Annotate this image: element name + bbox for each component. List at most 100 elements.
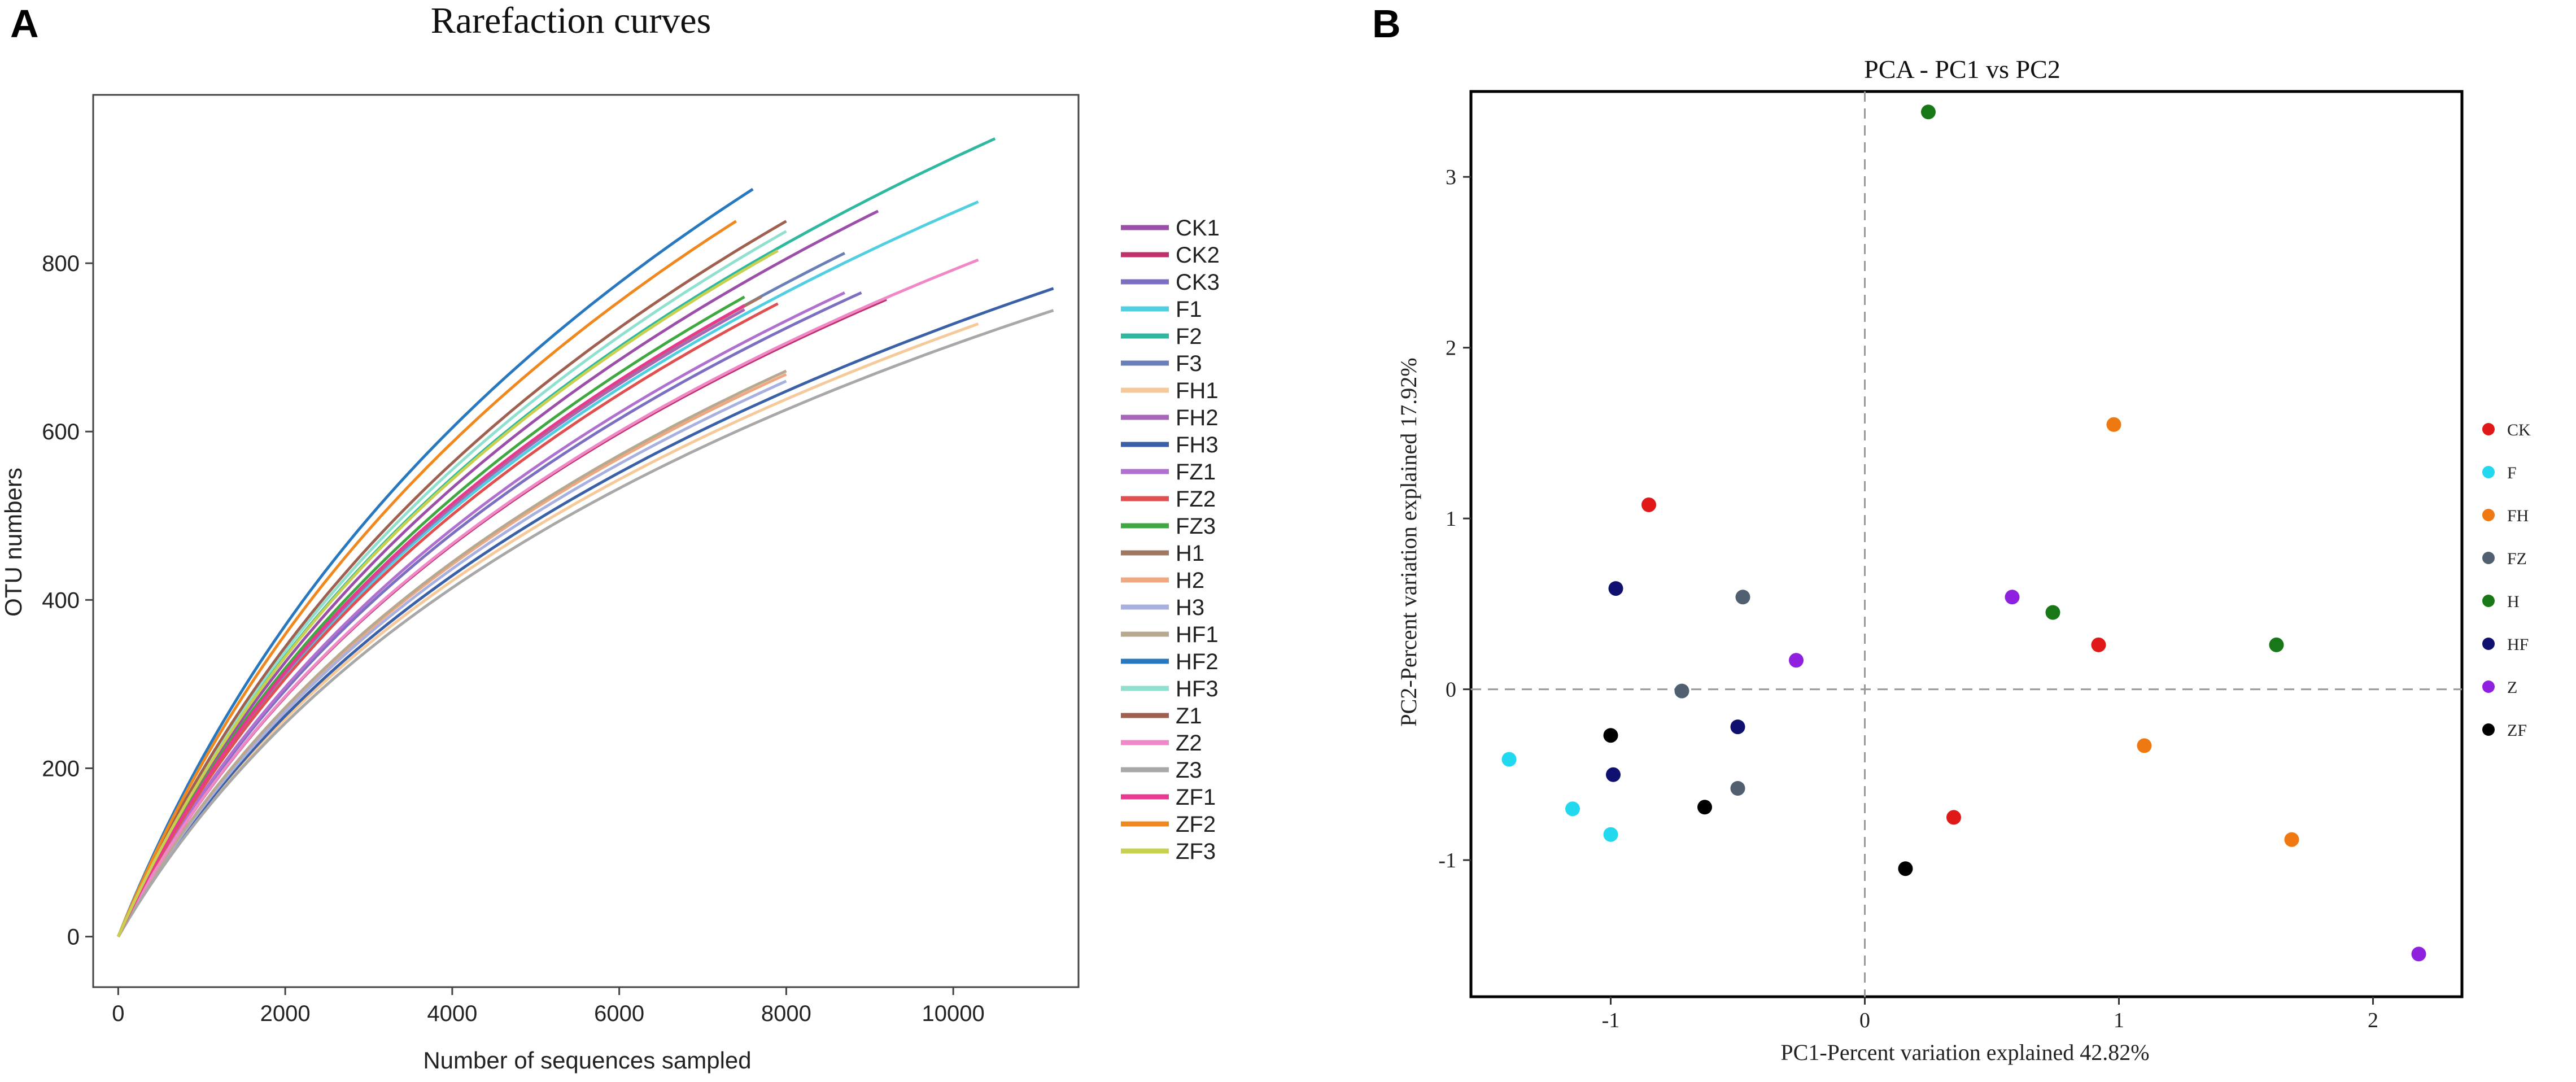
pca-legend-label-z: Z [2507,678,2517,697]
rarefaction-legend: CK1CK2CK3F1F2F3FH1FH2FH3FZ1FZ2FZ3H1H2H3H… [1121,216,1220,864]
legend-label-fh1: FH1 [1176,378,1219,403]
rarefaction-y-tick-label: 800 [42,251,80,276]
series-line-fz2 [117,302,779,937]
legend-label-ck2: CK2 [1176,243,1220,268]
pca-legend-label-h: H [2507,592,2520,611]
pca-legend-label-ck: CK [2507,421,2531,439]
pca-x-tick-label: 2 [2368,1009,2378,1032]
rarefaction-title: Rarefaction curves [431,0,711,41]
series-line-z3 [117,309,1054,937]
pca-legend-label-zf: ZF [2507,721,2527,740]
legend-label-hf2: HF2 [1176,649,1219,674]
legend-label-f2: F2 [1176,324,1202,349]
rarefaction-x-tick-label: 6000 [594,1001,644,1026]
rarefaction-y-tick-label: 0 [67,925,80,950]
pca-y-axis: -1 0 1 2 3 [1438,165,1471,872]
series-line-z2 [117,258,979,937]
series-line-f1 [117,200,979,937]
pca-point-zf [1697,800,1712,815]
series-line-zf2 [117,220,737,937]
pca-legend-marker-h [2482,595,2495,607]
series-line-f2 [117,137,996,937]
pca-point-f [1565,801,1580,817]
pca-points [1501,104,2426,962]
legend-label-fh2: FH2 [1176,405,1219,430]
pca-point-hf [1608,581,1623,596]
pca-plot-frame [1469,90,2464,998]
pca-point-f [1603,827,1618,842]
pca-x-tick-label: 1 [2114,1009,2124,1032]
series-line-h2 [117,373,787,937]
pca-x-axis: -1 0 1 2 [1602,997,2378,1032]
pca-point-fh [2137,738,2152,753]
legend-label-ck3: CK3 [1176,270,1220,295]
legend-label-f1: F1 [1176,297,1202,322]
pca-point-fz [1735,590,1750,605]
series-line-zf1 [117,304,745,937]
series-line-ck1 [117,210,879,937]
legend-label-z2: Z2 [1176,731,1202,756]
rarefaction-x-axis: 0 2000 4000 6000 8000 10000 [112,987,985,1026]
legend-label-fz2: FZ2 [1176,487,1216,512]
pca-legend-marker-zf [2482,723,2495,736]
pca-x-tick-label: -1 [1602,1009,1620,1032]
legend-label-h2: H2 [1176,568,1204,593]
pca-point-f [1501,752,1517,767]
rarefaction-x-tick-label: 2000 [260,1001,311,1026]
series-line-h3 [117,379,787,937]
rarefaction-x-tick-label: 0 [112,1001,124,1026]
rarefaction-x-tick-label: 4000 [427,1001,477,1026]
pca-point-zf [1898,861,1913,876]
pca-legend-marker-fh [2482,509,2495,521]
legend-label-zf3: ZF3 [1176,839,1216,864]
pca-legend: CK F FH FZ H HF Z ZF [2482,421,2531,740]
rarefaction-x-label: Number of sequences sampled [423,1047,751,1074]
pca-point-h [2045,605,2060,620]
series-line-fz1 [117,291,845,937]
rarefaction-y-tick-label: 200 [42,756,80,781]
pca-point-zf [1603,728,1618,743]
pca-y-tick-label: 0 [1446,678,1456,702]
pca-legend-label-f: F [2507,464,2517,482]
pca-point-z [1789,653,1804,668]
series-line-hf3 [117,230,787,937]
rarefaction-x-tick-label: 8000 [761,1001,811,1026]
pca-point-ck [1946,810,1961,825]
legend-label-zf1: ZF1 [1176,785,1216,810]
legend-label-fh3: FH3 [1176,433,1219,457]
pca-legend-label-hf: HF [2507,635,2529,654]
rarefaction-y-tick-label: 400 [42,588,80,613]
rarefaction-series-lines [117,137,1054,937]
rarefaction-x-tick-label: 10000 [922,1001,985,1026]
legend-label-fz3: FZ3 [1176,514,1216,539]
pca-legend-label-fh: FH [2507,507,2529,525]
pca-legend-marker-fz [2482,552,2495,564]
pca-point-fz [1674,683,1689,699]
series-line-fh3 [117,287,1054,937]
legend-label-z1: Z1 [1176,704,1202,728]
pca-legend-label-fz: FZ [2507,549,2527,568]
series-line-fh2 [117,308,745,937]
legend-label-hf1: HF1 [1176,622,1219,647]
rarefaction-y-tick-label: 600 [42,420,80,444]
series-line-ck3 [117,291,862,937]
rarefaction-y-label: OTU numbers [0,468,27,617]
rarefaction-plot-frame [92,94,1080,988]
pca-point-fz [1730,781,1745,796]
pca-y-label: PC2-Percent variation explained 17.92% [1396,357,1421,726]
pca-y-tick-label: 2 [1446,337,1456,360]
pca-title: PCA - PC1 vs PC2 [1864,55,2060,84]
legend-label-f3: F3 [1176,351,1202,376]
pca-legend-marker-z [2482,680,2495,693]
legend-label-ck1: CK1 [1176,216,1220,241]
pca-legend-marker-f [2482,466,2495,478]
pca-point-ck [2091,637,2106,652]
legend-label-fz1: FZ1 [1176,460,1216,485]
series-line-f3 [117,251,846,937]
rarefaction-chart: Rarefaction curves 0 2000 4000 6000 8000 1000… [0,0,1220,1074]
pca-point-fh [2106,417,2121,432]
panel-a-label: A [10,2,39,46]
legend-label-zf2: ZF2 [1176,812,1216,837]
rarefaction-y-axis: 0 200 400 600 800 [42,251,93,950]
